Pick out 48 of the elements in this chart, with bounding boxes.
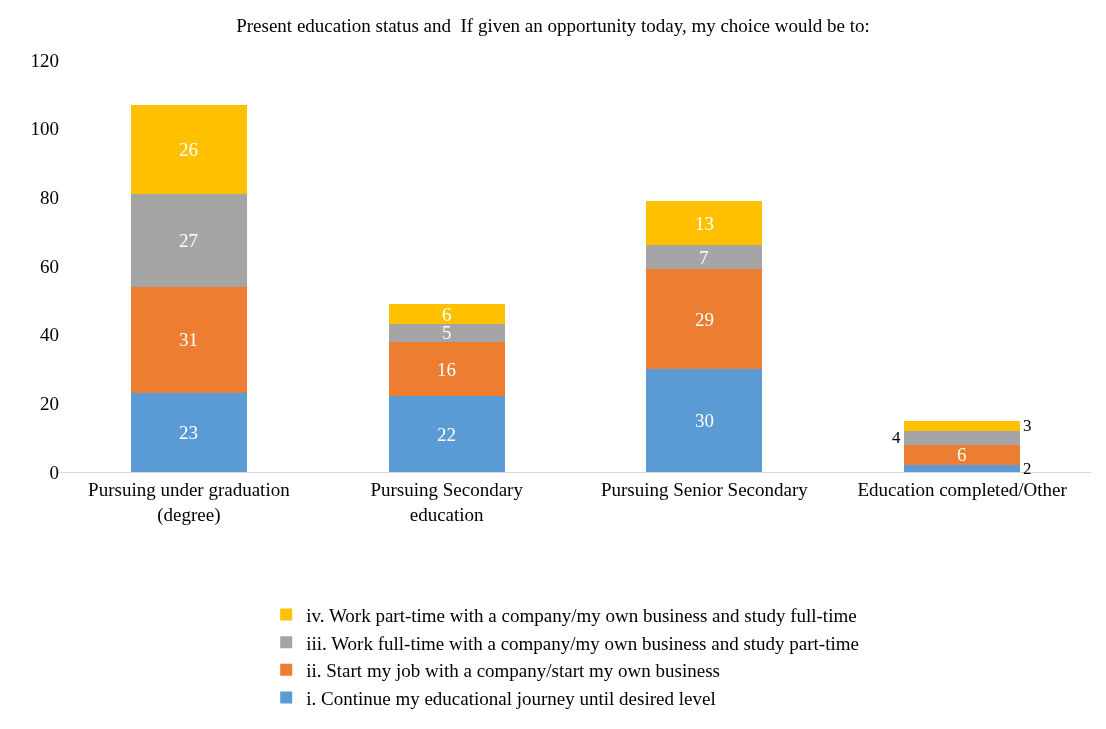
legend-label: iii. Work full-time with a company/my own business and study part-time bbox=[306, 632, 859, 654]
bar bbox=[904, 420, 1021, 431]
data-label: 23 bbox=[179, 422, 198, 443]
chart-title: Present education status and If given an opportunity today, my choice would be to: bbox=[236, 14, 870, 36]
y-tick-label: 20 bbox=[40, 392, 59, 414]
y-tick-label: 60 bbox=[40, 255, 59, 277]
x-tick-label: Pursuing Secondary education bbox=[370, 478, 524, 525]
x-tick-label: Pursuing Senior Secondary bbox=[600, 478, 809, 500]
y-tick-label: 80 bbox=[40, 186, 59, 208]
y-tick-label: 40 bbox=[40, 324, 59, 346]
legend-label: i. Continue my educational journey until desired level bbox=[306, 687, 716, 709]
data-label: 2 bbox=[1023, 459, 1032, 478]
data-label: 13 bbox=[695, 213, 714, 234]
bar bbox=[646, 369, 763, 472]
data-label: 31 bbox=[179, 329, 198, 350]
bar bbox=[130, 393, 247, 472]
x-tick-label: Education completed/Other bbox=[857, 478, 1068, 500]
bar bbox=[388, 303, 505, 325]
bar bbox=[646, 269, 763, 369]
data-label: 26 bbox=[179, 139, 198, 160]
legend-label: ii. Start my job with a company/start my own business bbox=[306, 660, 720, 682]
data-label: 16 bbox=[437, 359, 456, 380]
bar bbox=[904, 465, 1021, 472]
bar bbox=[904, 430, 1021, 445]
bar bbox=[904, 444, 1021, 466]
y-tick-label: 100 bbox=[30, 118, 59, 140]
x-tick-label: Pursuing under graduation (degree) bbox=[88, 478, 291, 526]
bar bbox=[130, 104, 247, 194]
data-label: 30 bbox=[695, 410, 714, 431]
data-label: 27 bbox=[179, 230, 198, 251]
data-label: 5 bbox=[442, 322, 452, 343]
data-label: 3 bbox=[1023, 416, 1032, 435]
data-label: 6 bbox=[957, 444, 967, 465]
data-label: 6 bbox=[442, 304, 452, 325]
y-tick-label: 120 bbox=[30, 49, 59, 71]
bar bbox=[388, 396, 505, 472]
bar bbox=[646, 245, 763, 270]
bar bbox=[388, 341, 505, 397]
bar bbox=[388, 324, 505, 342]
bar bbox=[130, 286, 247, 394]
data-label: 4 bbox=[892, 428, 901, 447]
data-label: 7 bbox=[699, 247, 709, 268]
data-label: 29 bbox=[695, 309, 714, 330]
data-label: 22 bbox=[437, 424, 456, 445]
y-tick-label: 0 bbox=[49, 461, 59, 483]
bar bbox=[130, 193, 247, 287]
legend-label: iv. Work part-time with a company/my own business and study full-time bbox=[306, 604, 857, 626]
bar bbox=[646, 200, 763, 246]
